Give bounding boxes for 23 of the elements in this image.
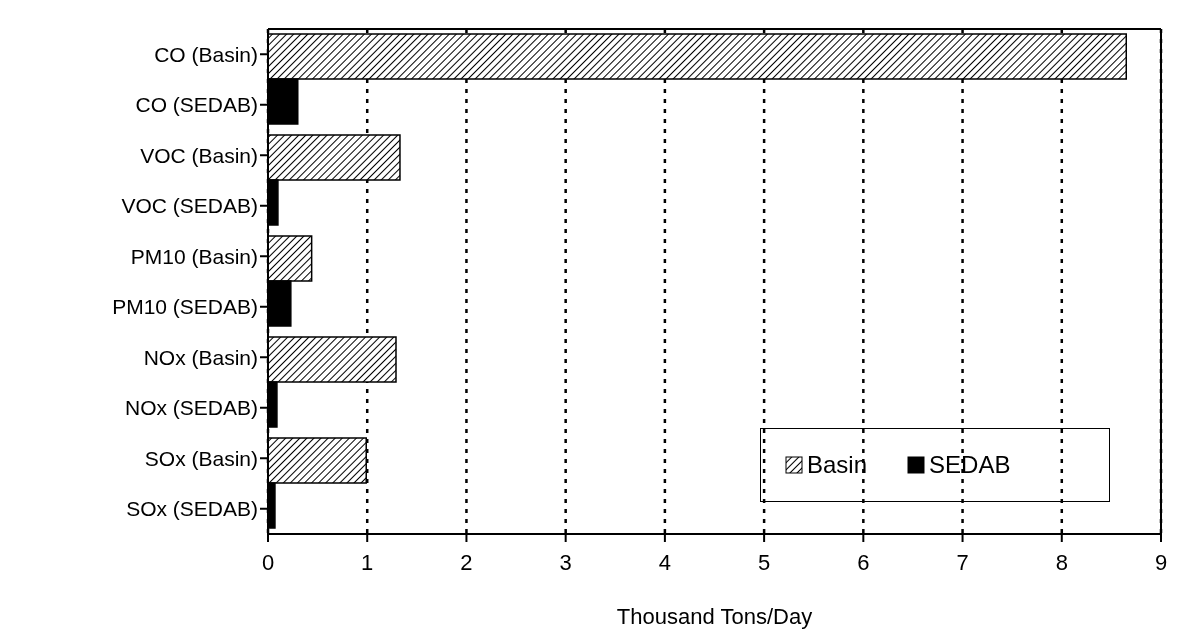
y-tick-label: NOx (SEDAB) xyxy=(124,396,258,420)
x-tick-label: 7 xyxy=(956,549,969,575)
y-tick-label: NOx (Basin) xyxy=(143,345,258,369)
y-tick-label: PM10 (Basin) xyxy=(130,244,258,268)
x-tick-label: 9 xyxy=(1154,549,1168,575)
y-tick-label: CO (SEDAB) xyxy=(135,93,258,117)
y-tick-label: PM10 (SEDAB) xyxy=(112,295,258,319)
x-tick-label: 4 xyxy=(658,549,672,575)
x-tick-label: 1 xyxy=(361,549,374,575)
x-tick-label: 6 xyxy=(857,549,870,575)
y-tick-label: VOC (Basin) xyxy=(140,143,258,167)
y-tick-label: CO (Basin) xyxy=(154,42,258,66)
y-tick-label: SOx (SEDAB) xyxy=(126,497,258,521)
y-tick-label: VOC (SEDAB) xyxy=(121,194,258,218)
x-tick-label: 0 xyxy=(261,549,275,575)
legend-label: Basin xyxy=(806,451,868,479)
x-axis-title: Thousand Tons/Day xyxy=(616,604,813,629)
x-tick-label: 3 xyxy=(559,549,572,575)
x-tick-label: 2 xyxy=(460,549,473,575)
y-tick-label: SOx (Basin) xyxy=(144,446,258,470)
x-tick-label: 8 xyxy=(1055,549,1068,575)
x-tick-label: 5 xyxy=(757,549,771,575)
legend-label: SEDAB xyxy=(928,451,1011,479)
